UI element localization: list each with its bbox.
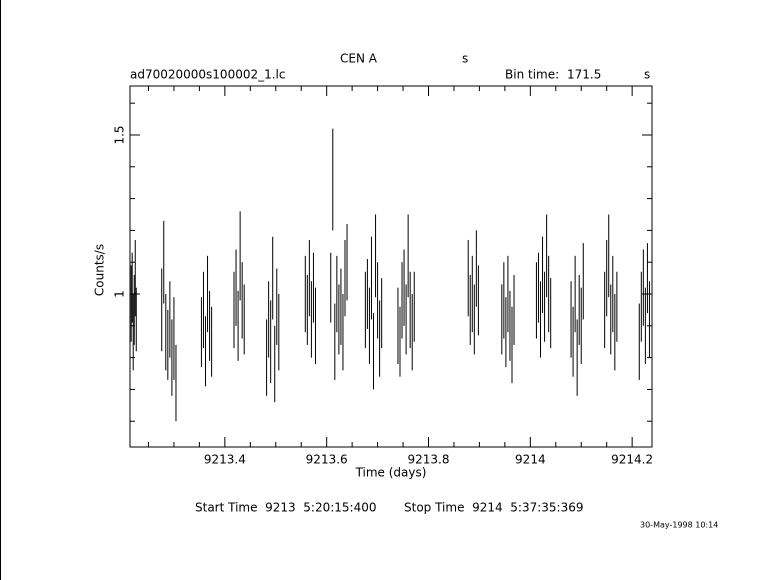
title-unit: s: [462, 52, 468, 66]
date-stamp: 30-May-1998 10:14: [640, 521, 718, 530]
x-axis-label: Time (days): [355, 466, 427, 480]
x-tick-label: 9214.2: [611, 453, 653, 467]
y-axis-label: Counts/s: [93, 244, 107, 296]
x-tick-label: 9213.8: [407, 453, 449, 467]
y-tick-label: 1.5: [113, 125, 127, 144]
x-tick-label: 9213.4: [204, 453, 246, 467]
bin-time: 171.5: [567, 68, 601, 82]
bin-time-unit: s: [644, 68, 650, 82]
x-tick-label: 9213.6: [306, 453, 348, 467]
stop-time: Stop Time 9214 5:37:35:369: [404, 501, 583, 515]
file-label: ad70020000s100002_1.lc: [130, 68, 286, 82]
plot-frame: [129, 85, 653, 448]
start-time: Start Time 9213 5:20:15:400: [195, 501, 377, 515]
chart-title: CEN A: [340, 52, 378, 66]
bin-time-label: Bin time:: [505, 68, 559, 82]
y-tick-label: 1: [113, 290, 127, 298]
x-tick-label: 9214: [515, 453, 546, 467]
